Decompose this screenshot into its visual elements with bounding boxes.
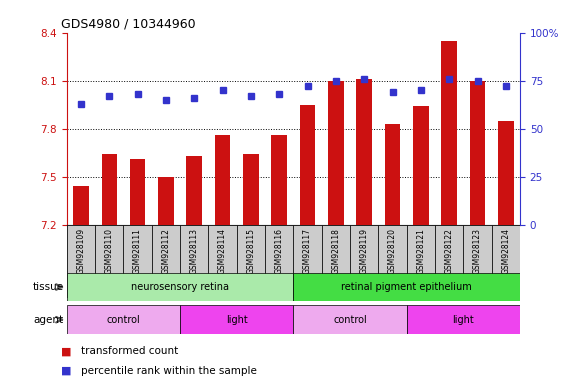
Text: GSM928114: GSM928114 — [218, 228, 227, 274]
Bar — [180, 305, 293, 334]
Text: control: control — [333, 314, 367, 325]
Bar — [102, 154, 117, 225]
Text: GSM928124: GSM928124 — [501, 228, 510, 274]
Bar — [469, 81, 485, 225]
Text: GSM928121: GSM928121 — [417, 228, 425, 274]
Bar — [95, 225, 123, 298]
Bar — [67, 273, 293, 301]
Bar — [407, 305, 520, 334]
Bar — [464, 225, 492, 298]
Bar — [265, 225, 293, 298]
Bar — [350, 225, 378, 298]
Text: tissue: tissue — [33, 282, 64, 292]
Bar — [67, 225, 95, 298]
Bar — [442, 41, 457, 225]
Bar — [498, 121, 514, 225]
Bar — [237, 225, 265, 298]
Bar — [356, 79, 372, 225]
Text: GSM928112: GSM928112 — [162, 228, 170, 274]
Bar — [385, 124, 400, 225]
Text: GSM928123: GSM928123 — [473, 228, 482, 274]
Bar — [215, 135, 231, 225]
Bar — [293, 225, 322, 298]
Text: percentile rank within the sample: percentile rank within the sample — [81, 366, 257, 376]
Bar — [413, 106, 429, 225]
Bar — [187, 156, 202, 225]
Bar — [407, 225, 435, 298]
Text: agent: agent — [34, 314, 64, 325]
Text: retinal pigment epithelium: retinal pigment epithelium — [341, 282, 472, 292]
Text: neurosensory retina: neurosensory retina — [131, 282, 229, 292]
Bar — [293, 273, 520, 301]
Text: control: control — [106, 314, 141, 325]
Text: GSM928118: GSM928118 — [331, 228, 340, 274]
Bar — [152, 225, 180, 298]
Text: GSM928116: GSM928116 — [275, 228, 284, 274]
Bar — [130, 159, 145, 225]
Text: light: light — [453, 314, 474, 325]
Text: GSM928122: GSM928122 — [444, 228, 454, 274]
Text: GSM928115: GSM928115 — [246, 228, 256, 274]
Text: GSM928110: GSM928110 — [105, 228, 114, 274]
Bar — [492, 225, 520, 298]
Bar — [73, 186, 89, 225]
Text: ■: ■ — [61, 346, 71, 356]
Text: GSM928109: GSM928109 — [77, 228, 85, 275]
Bar — [378, 225, 407, 298]
Bar — [328, 81, 344, 225]
Bar — [209, 225, 237, 298]
Text: transformed count: transformed count — [81, 346, 178, 356]
Text: ■: ■ — [61, 366, 71, 376]
Text: GSM928120: GSM928120 — [388, 228, 397, 274]
Text: GSM928113: GSM928113 — [190, 228, 199, 274]
Bar — [67, 305, 180, 334]
Text: GSM928119: GSM928119 — [360, 228, 369, 274]
Text: light: light — [226, 314, 248, 325]
Bar — [180, 225, 209, 298]
Bar — [293, 305, 407, 334]
Text: GDS4980 / 10344960: GDS4980 / 10344960 — [61, 17, 196, 30]
Bar — [435, 225, 464, 298]
Bar — [322, 225, 350, 298]
Bar — [243, 154, 259, 225]
Bar — [123, 225, 152, 298]
Bar — [158, 177, 174, 225]
Bar — [300, 105, 315, 225]
Text: GSM928117: GSM928117 — [303, 228, 312, 274]
Text: GSM928111: GSM928111 — [133, 228, 142, 274]
Bar — [271, 135, 287, 225]
